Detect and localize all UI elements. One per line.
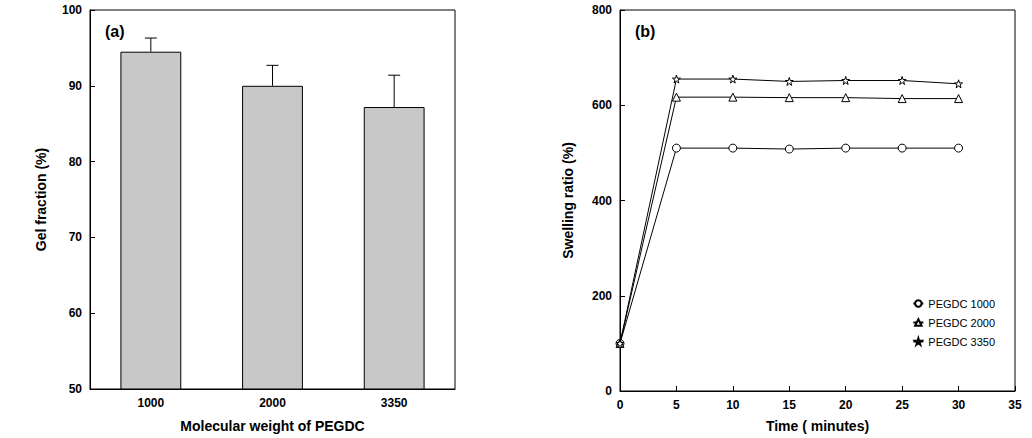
svg-text:Swelling ratio (%): Swelling ratio (%) — [560, 142, 576, 259]
svg-text:PEGDC 3350: PEGDC 3350 — [928, 336, 995, 348]
svg-text:200: 200 — [592, 289, 612, 303]
svg-text:(a): (a) — [105, 23, 125, 40]
svg-text:3350: 3350 — [381, 396, 408, 410]
svg-text:(b): (b) — [635, 23, 655, 40]
svg-text:80: 80 — [69, 155, 83, 169]
svg-text:Time ( minutes): Time ( minutes) — [766, 418, 869, 434]
svg-text:15: 15 — [783, 398, 797, 412]
svg-text:35: 35 — [1008, 398, 1022, 412]
svg-text:400: 400 — [592, 194, 612, 208]
svg-text:Gel fraction (%): Gel fraction (%) — [33, 148, 49, 251]
svg-text:600: 600 — [592, 98, 612, 112]
svg-text:30: 30 — [952, 398, 966, 412]
svg-text:70: 70 — [69, 230, 83, 244]
svg-text:5: 5 — [673, 398, 680, 412]
svg-text:PEGDC 1000: PEGDC 1000 — [928, 298, 995, 310]
svg-text:0: 0 — [605, 384, 612, 398]
svg-text:20: 20 — [839, 398, 853, 412]
svg-text:25: 25 — [895, 398, 909, 412]
svg-text:2000: 2000 — [259, 396, 286, 410]
svg-text:800: 800 — [592, 3, 612, 17]
svg-text:60: 60 — [69, 306, 83, 320]
svg-text:Molecular weight of PEGDC: Molecular weight of PEGDC — [180, 418, 364, 434]
svg-text:PEGDC 2000: PEGDC 2000 — [928, 317, 995, 329]
svg-text:10: 10 — [726, 398, 740, 412]
svg-text:0: 0 — [617, 398, 624, 412]
svg-text:100: 100 — [62, 3, 82, 17]
svg-text:90: 90 — [69, 79, 83, 93]
svg-text:1000: 1000 — [137, 396, 164, 410]
svg-text:50: 50 — [69, 382, 83, 396]
